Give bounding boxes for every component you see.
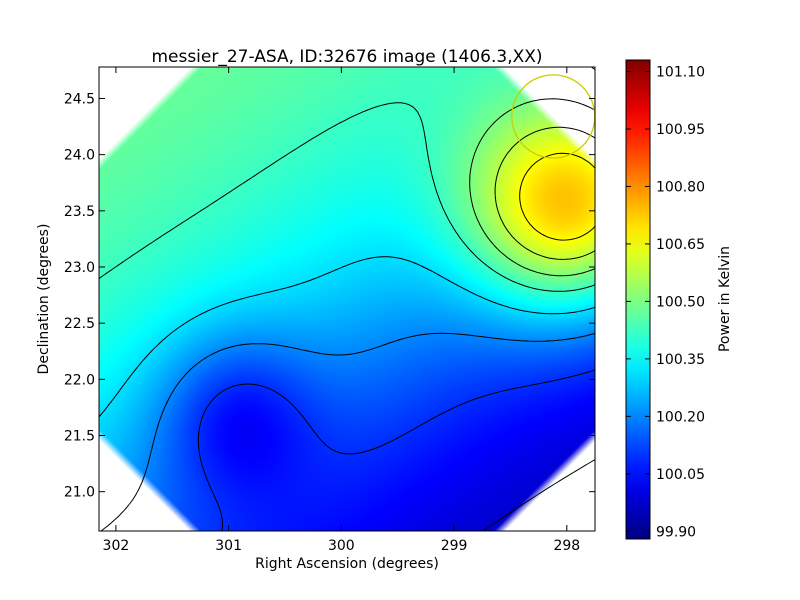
y-axis-label: Declination (degrees) bbox=[36, 224, 52, 375]
y-axis-ticks: 21.0 21.5 22.0 22.5 23.0 23.5 24.0 24.5 bbox=[64, 91, 595, 501]
x-axis-ticks: 302 301 300 299 298 bbox=[103, 67, 580, 554]
heatmap-image bbox=[99, 67, 595, 531]
colorbar-ticks: 99.90 100.05 100.20 100.35 100.50 100.65 100.8… bbox=[626, 64, 705, 540]
y-tick-label: 21.5 bbox=[64, 429, 95, 445]
plot-frame bbox=[98, 66, 596, 532]
contour-line-1 bbox=[197, 369, 595, 531]
colorbar-fill bbox=[626, 60, 650, 539]
colorbar-tick-label: 100.20 bbox=[656, 409, 705, 425]
contour-line-6 bbox=[494, 126, 595, 260]
chart-title: messier_27-ASA, ID:32676 image (1406.3,X… bbox=[151, 47, 542, 67]
colorbar: 99.90 100.05 100.20 100.35 100.50 100.65 100.8… bbox=[625, 59, 733, 540]
contour-line-5 bbox=[469, 98, 595, 277]
colorbar-tick-label: 99.90 bbox=[656, 524, 696, 540]
contour-line-4 bbox=[99, 67, 595, 292]
colorbar-tick-label: 100.35 bbox=[656, 352, 705, 368]
contour-line-3 bbox=[99, 256, 595, 418]
contour-line-2 bbox=[100, 332, 595, 531]
colorbar-label: Power in Kelvin bbox=[717, 246, 733, 352]
colorbar-frame bbox=[625, 59, 651, 540]
colorbar-tick-label: 100.80 bbox=[656, 179, 705, 195]
x-tick-label: 299 bbox=[441, 538, 468, 554]
x-tick-label: 298 bbox=[553, 538, 580, 554]
contour-line-0 bbox=[482, 459, 595, 531]
colorbar-tick-label: 101.10 bbox=[656, 64, 705, 80]
y-tick-label: 22.5 bbox=[64, 316, 95, 332]
y-tick-label: 23.5 bbox=[64, 204, 95, 220]
x-tick-label: 301 bbox=[215, 538, 242, 554]
y-tick-label: 22.0 bbox=[64, 372, 95, 388]
x-axis-label: Right Ascension (degrees) bbox=[255, 556, 439, 572]
colorbar-tick-label: 100.05 bbox=[656, 467, 705, 483]
x-tick-label: 302 bbox=[103, 538, 130, 554]
colorbar-tick-label: 100.95 bbox=[656, 122, 705, 138]
y-tick-label: 24.0 bbox=[64, 148, 95, 164]
y-tick-label: 23.0 bbox=[64, 260, 95, 276]
y-tick-label: 21.0 bbox=[64, 485, 95, 501]
contour-lines bbox=[99, 67, 595, 531]
contour-line-7 bbox=[519, 152, 595, 241]
plot-area: 302 301 300 299 298 21.0 21.5 22.0 22.5 23.0 23.5… bbox=[64, 66, 596, 554]
colorbar-tick-label: 100.65 bbox=[656, 237, 705, 253]
x-tick-label: 300 bbox=[328, 538, 355, 554]
y-tick-label: 24.5 bbox=[64, 91, 95, 107]
colorbar-tick-label: 100.50 bbox=[656, 294, 705, 310]
